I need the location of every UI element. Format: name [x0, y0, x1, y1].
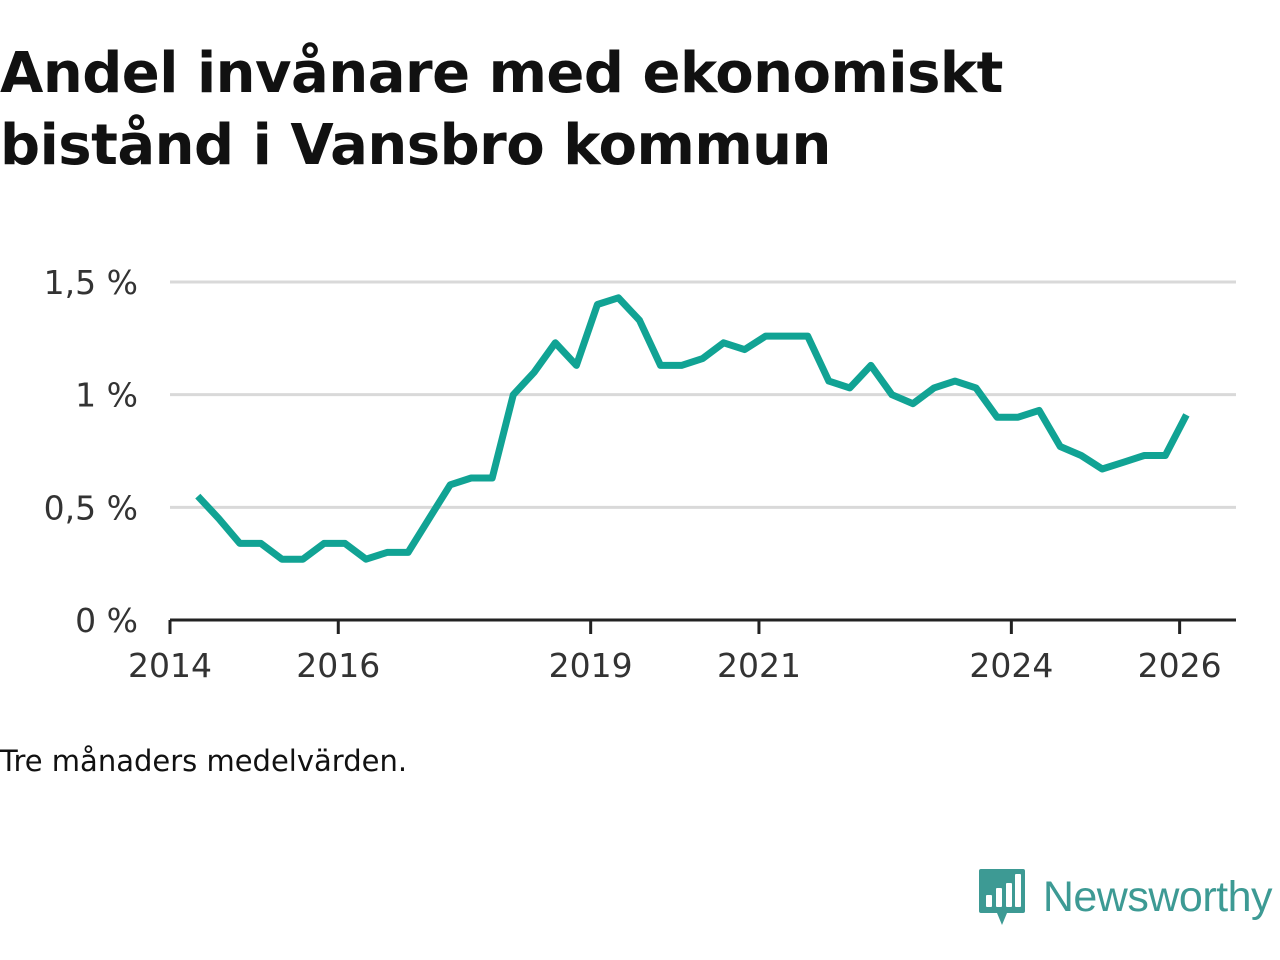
x-tick-label: 2021 [717, 646, 801, 685]
y-tick-label: 1,5 % [44, 263, 138, 302]
series-line [195, 294, 1190, 563]
y-tick-label: 0,5 % [44, 488, 138, 527]
y-axis-ticks: 0 % 0,5 % 1 % 1,5 % [44, 263, 138, 640]
x-tick-label: 2019 [549, 646, 633, 685]
chart-footnote: Tre månaders medelvärden. [0, 744, 408, 778]
x-tick-label: 2024 [969, 646, 1053, 685]
y-tick-label: 0 % [75, 601, 138, 640]
chart-title: Andel invånare med ekonomiskt bistånd i … [0, 38, 1270, 182]
line-chart: 0 % 0,5 % 1 % 1,5 % 2014 2016 2019 2021 2024 202… [44, 263, 1236, 685]
y-tick-label: 1 % [75, 376, 138, 415]
x-tick-label: 2016 [296, 646, 380, 685]
title-line-1: Andel invånare med ekonomiskt [0, 41, 1003, 106]
gridlines [170, 280, 1236, 509]
x-tick-label: 2014 [128, 646, 212, 685]
x-axis: 2014 2016 2019 2021 2024 2026 [128, 618, 1236, 685]
series-layer [195, 294, 1190, 563]
brand-name: Newsworthy [1042, 872, 1273, 921]
bar-chart-speech-bubble-icon [978, 869, 1025, 925]
brand-logo: Newsworthy [977, 862, 1273, 932]
x-tick-label: 2026 [1138, 646, 1222, 685]
title-line-2: bistånd i Vansbro kommun [0, 113, 831, 178]
